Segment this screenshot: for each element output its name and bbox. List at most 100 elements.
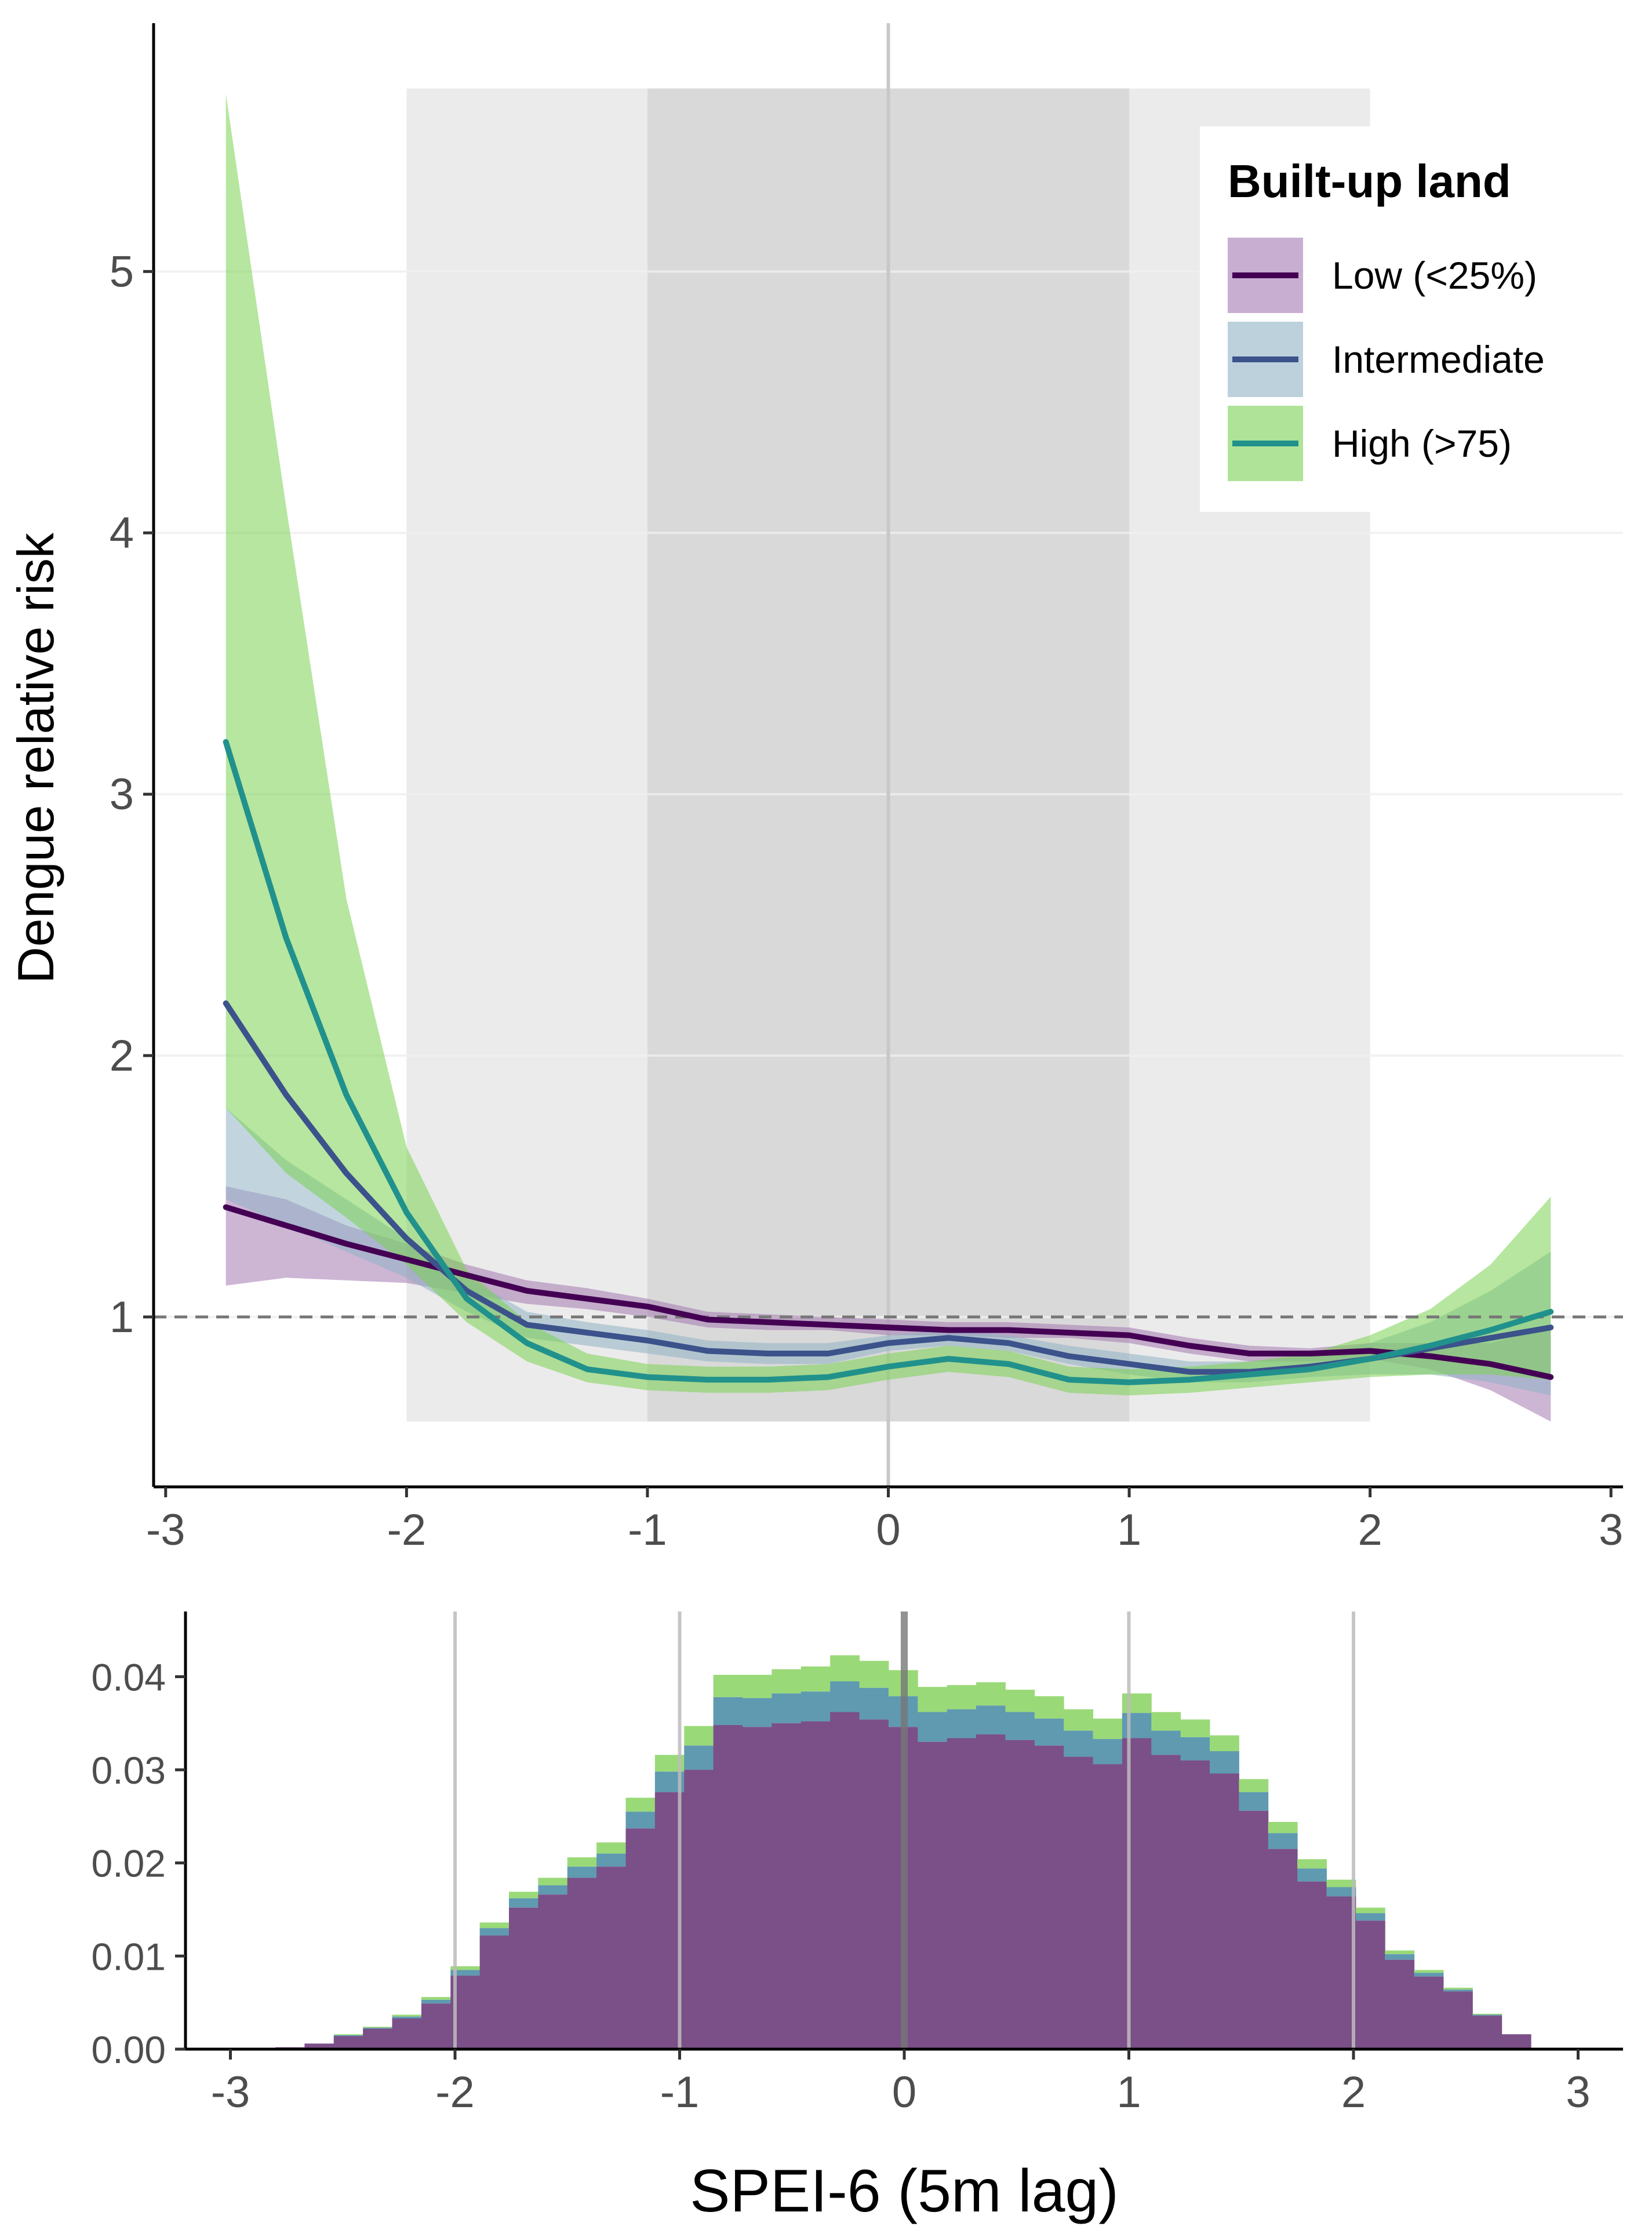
bar-low-33 — [1210, 1773, 1239, 2049]
bar-high-25 — [976, 1682, 1006, 1706]
bar-intermediate-10 — [538, 1885, 568, 1895]
y-tick-label-4: 4 — [110, 508, 134, 558]
bar-high-30 — [1122, 1693, 1152, 1714]
bar-low-8 — [479, 1936, 510, 2049]
bar-low-28 — [1064, 1756, 1093, 2049]
bar-intermediate-4 — [363, 2028, 392, 2029]
bar-intermediate-24 — [947, 1709, 977, 1738]
risk-curve-3 — [223, 739, 1554, 1385]
histogram-bars — [275, 1655, 1531, 2049]
bar-intermediate-32 — [1180, 1737, 1210, 1761]
bar-intermediate-20 — [830, 1681, 860, 1712]
bar-high-21 — [859, 1661, 889, 1688]
bar-intermediate-30 — [1122, 1713, 1152, 1738]
x-tick-label--1: -1 — [628, 1505, 667, 1555]
bar-intermediate-7 — [450, 1970, 481, 1976]
x-axis-title: SPEI-6 (5m lag) — [690, 2158, 1119, 2225]
bar-intermediate-16 — [713, 1697, 743, 1725]
top-panel-axes: 1 2 3 4 5 -3 -2 -1 0 1 2 3 — [110, 23, 1623, 1555]
bar-low-19 — [800, 1721, 831, 2049]
bar-low-15 — [684, 1770, 714, 2049]
x-tick-label-1: 1 — [1117, 1505, 1141, 1555]
bar-high-17 — [743, 1675, 772, 1698]
bar-low-10 — [538, 1894, 568, 2049]
bar-high-4 — [363, 2027, 392, 2028]
hist-x-tick-label--2: -2 — [435, 2068, 475, 2117]
legend: Built-up land Low (<25%) Intermediate High… — [1200, 126, 1626, 512]
bar-low-12 — [596, 1867, 626, 2049]
x-tick-label-3: 3 — [1599, 1505, 1623, 1555]
bar-low-30 — [1122, 1738, 1152, 2049]
y-tick-label-2: 2 — [110, 1031, 134, 1081]
bar-high-5 — [392, 2014, 422, 2017]
hist-y-tick-label-0.03: 0.03 — [92, 1749, 166, 1792]
bar-low-11 — [567, 1878, 597, 2049]
bar-low-13 — [625, 1828, 656, 2049]
bar-low-26 — [1005, 1740, 1035, 2049]
bar-low-23 — [918, 1741, 948, 2049]
bar-low-4 — [363, 2028, 392, 2049]
histogram-reference-lines — [453, 1611, 1355, 2049]
bar-high-15 — [684, 1726, 714, 1746]
bar-high-34 — [1239, 1779, 1269, 1792]
bar-high-12 — [596, 1842, 626, 1854]
bar-high-36 — [1297, 1859, 1327, 1869]
hist-y-tick-label-0.00: 0.00 — [92, 2028, 166, 2071]
hist-x-tick-label-2: 2 — [1341, 2068, 1366, 2117]
bar-high-37 — [1326, 1879, 1356, 1887]
hist-x-tick-label-0: 0 — [892, 2068, 916, 2117]
bar-intermediate-6 — [421, 1999, 451, 2004]
bar-high-10 — [538, 1878, 568, 1886]
y-tick-label-5: 5 — [110, 247, 134, 296]
y-tick-label-3: 3 — [110, 770, 134, 819]
bar-intermediate-9 — [509, 1898, 538, 1908]
hist-y-tick-label-0.02: 0.02 — [92, 1842, 166, 1885]
bar-high-35 — [1268, 1822, 1298, 1834]
confidence-band-2 — [225, 1108, 1551, 1396]
bar-high-13 — [625, 1798, 656, 1812]
bar-high-28 — [1064, 1709, 1093, 1731]
bar-intermediate-25 — [976, 1705, 1006, 1735]
bar-high-26 — [1005, 1689, 1035, 1712]
bar-high-9 — [509, 1891, 538, 1898]
y-axis-title: Dengue relative risk — [7, 532, 64, 984]
bar-intermediate-33 — [1210, 1751, 1239, 1774]
x-tick-label-2: 2 — [1358, 1505, 1382, 1555]
x-tick-label--3: -3 — [146, 1505, 185, 1555]
y-tick-label-1: 1 — [110, 1293, 134, 1342]
bar-intermediate-27 — [1034, 1718, 1064, 1746]
bar-intermediate-5 — [392, 2016, 422, 2018]
bar-intermediate-11 — [567, 1867, 597, 1878]
bar-high-29 — [1093, 1718, 1123, 1740]
bar-low-2 — [304, 2043, 334, 2049]
bar-low-17 — [743, 1727, 772, 2049]
bar-low-38 — [1355, 1920, 1385, 2049]
hist-x-tick-label-1: 1 — [1116, 2068, 1141, 2117]
bar-intermediate-36 — [1297, 1868, 1327, 1882]
bar-intermediate-13 — [625, 1811, 656, 1829]
histogram-axes: 0.00 0.01 0.02 0.03 0.04 -3 -2 -1 0 1 2 3 — [92, 1611, 1623, 2117]
bar-high-39 — [1385, 1950, 1415, 1955]
bar-intermediate-18 — [772, 1693, 802, 1723]
bar-low-21 — [859, 1719, 889, 2049]
legend-label-2: Intermediate — [1332, 338, 1545, 381]
bar-intermediate-12 — [596, 1853, 626, 1867]
bar-intermediate-17 — [743, 1698, 772, 1727]
legend-label-3: High (>75) — [1332, 422, 1512, 465]
bar-low-18 — [772, 1723, 802, 2049]
bar-high-24 — [947, 1685, 977, 1709]
bar-high-7 — [450, 1966, 481, 1970]
legend-title: Built-up land — [1228, 155, 1511, 207]
bar-intermediate-19 — [800, 1691, 831, 1722]
confidence-bands — [154, 93, 1623, 1422]
bar-low-35 — [1268, 1849, 1298, 2049]
bar-low-25 — [976, 1734, 1006, 2049]
bar-intermediate-39 — [1385, 1954, 1415, 1960]
bar-high-18 — [772, 1669, 802, 1694]
bar-low-32 — [1180, 1760, 1210, 2049]
hist-y-tick-label-0.01: 0.01 — [92, 1935, 166, 1978]
bar-intermediate-15 — [684, 1745, 714, 1770]
bar-intermediate-34 — [1239, 1792, 1269, 1811]
bar-intermediate-26 — [1005, 1712, 1035, 1740]
